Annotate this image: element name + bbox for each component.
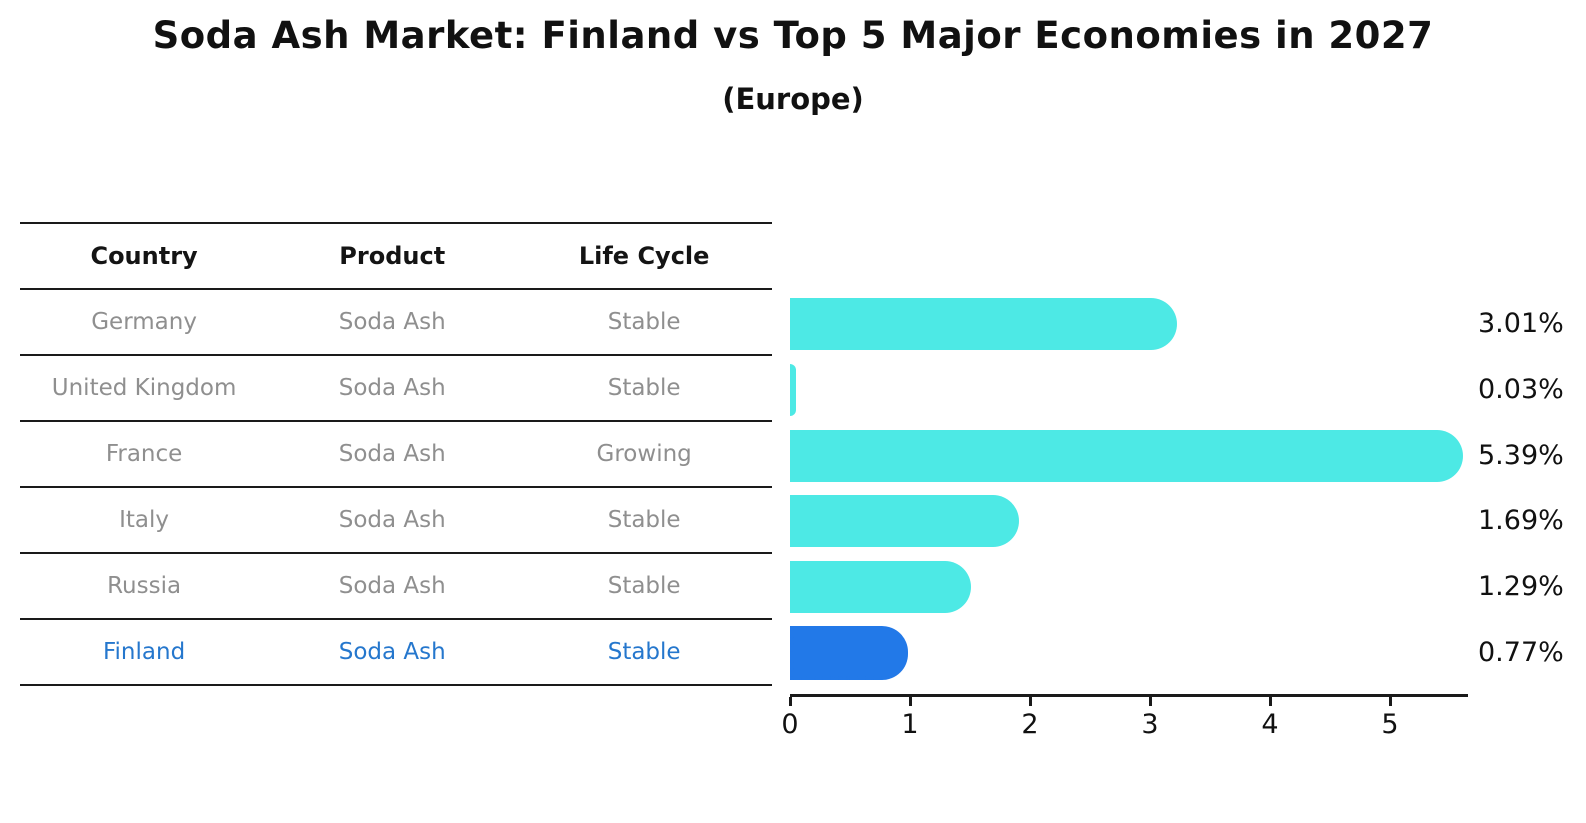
life-cycle-cell: Stable — [607, 375, 681, 401]
column-header-country: Country — [90, 242, 198, 270]
product-cell: Soda Ash — [338, 573, 446, 599]
country-cell: Finland — [102, 639, 186, 665]
life-cycle-cell: Stable — [607, 507, 681, 533]
page-title: Soda Ash Market: Finland vs Top 5 Major … — [152, 14, 1434, 57]
life-cycle-cell: Stable — [607, 309, 681, 335]
product-cell: Soda Ash — [338, 309, 446, 335]
x-tick — [1029, 697, 1032, 706]
life-cycle-cell: Stable — [607, 573, 681, 599]
table-row: Germany Soda Ash Stable — [20, 290, 772, 356]
product-cell: Soda Ash — [338, 375, 446, 401]
x-tick — [1269, 697, 1272, 706]
x-tick-label: 0 — [781, 709, 799, 740]
data-table: Country Product Life Cycle Germany Soda … — [20, 222, 772, 686]
x-axis — [790, 694, 1468, 697]
column-header-product: Product — [339, 242, 446, 270]
bar-france — [790, 429, 1463, 482]
value-label-finland: 0.77% — [1478, 637, 1564, 668]
table-row: Russia Soda Ash Stable — [20, 554, 772, 620]
bar-chart: 0 1 2 3 4 5 — [781, 222, 1468, 740]
bar-united-kingdom — [790, 363, 796, 416]
life-cycle-cell: Growing — [596, 441, 692, 467]
x-tick — [909, 697, 912, 706]
table-row-finland: Finland Soda Ash Stable — [20, 620, 772, 686]
country-cell: United Kingdom — [51, 375, 237, 401]
bar-finland — [790, 626, 909, 680]
value-label-france: 5.39% — [1478, 439, 1564, 471]
x-tick — [1149, 697, 1152, 706]
column-header-lifecycle: Life Cycle — [578, 242, 710, 270]
x-tick-label: 3 — [1141, 709, 1159, 740]
table-row: United Kingdom Soda Ash Stable — [20, 356, 772, 422]
table-row: France Soda Ash Growing — [20, 422, 772, 488]
product-cell: Soda Ash — [338, 441, 446, 467]
country-cell: France — [105, 441, 183, 467]
table-row: Italy Soda Ash Stable — [20, 488, 772, 554]
product-cell: Soda Ash — [338, 507, 446, 533]
value-label-united-kingdom: 0.03% — [1478, 373, 1564, 405]
page-subtitle: (Europe) — [722, 82, 864, 116]
bar-italy — [790, 495, 1019, 548]
bar-russia — [790, 561, 971, 614]
value-label-russia: 1.29% — [1478, 571, 1564, 603]
x-tick-label: 5 — [1381, 709, 1399, 740]
table-header-row: Country Product Life Cycle — [20, 224, 772, 290]
x-tick-label: 1 — [901, 709, 919, 740]
life-cycle-cell: Stable — [607, 639, 681, 665]
bar-germany — [790, 298, 1178, 350]
country-cell: Italy — [119, 507, 170, 533]
value-label-germany: 3.01% — [1478, 308, 1564, 339]
x-tick — [789, 697, 792, 706]
value-label-italy: 1.69% — [1478, 505, 1564, 537]
country-cell: Russia — [107, 573, 182, 599]
x-tick-label: 2 — [1021, 709, 1039, 740]
x-tick-label: 4 — [1261, 709, 1279, 740]
product-cell: Soda Ash — [338, 639, 446, 665]
country-cell: Germany — [91, 309, 197, 335]
x-tick — [1389, 697, 1392, 706]
